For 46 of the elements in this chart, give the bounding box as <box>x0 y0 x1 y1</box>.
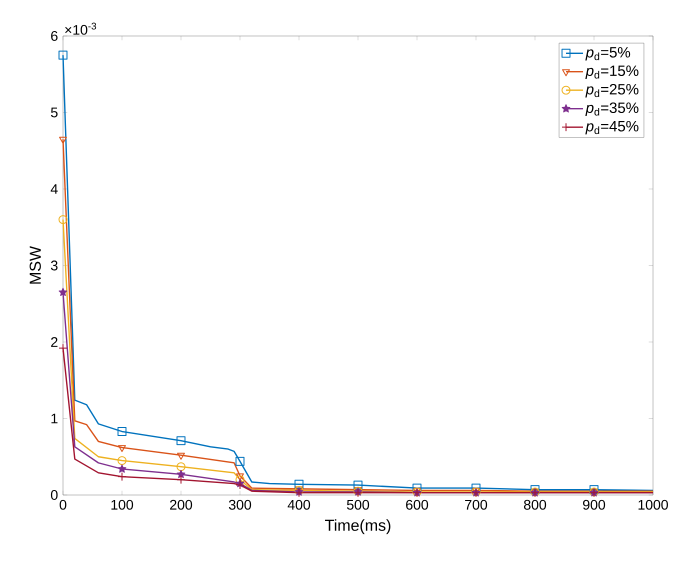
legend-label: p$_{d}$=5% <box>585 47 630 61</box>
point <box>118 464 126 473</box>
x-tick-label: 0 <box>60 500 66 510</box>
point <box>59 136 67 144</box>
x-tick-label: 400 <box>288 500 310 510</box>
point <box>58 215 68 224</box>
legend-label: p$_{d}$=25% <box>585 84 638 98</box>
point <box>118 445 126 452</box>
y-tick-label: 4 <box>50 184 58 194</box>
point <box>58 288 68 296</box>
y-tick-label: 2 <box>51 337 58 347</box>
x-tick-label: 700 <box>465 500 488 510</box>
y-tick-label: 1 <box>51 414 58 424</box>
point <box>176 436 186 446</box>
y-tick-label: 5 <box>50 108 58 118</box>
x-tick-label: 500 <box>346 500 370 510</box>
x-tick-label: 900 <box>583 500 606 510</box>
point <box>236 480 244 490</box>
y-tick-label: 6 <box>51 31 58 41</box>
point <box>176 475 186 484</box>
x-tick-label: 600 <box>406 500 428 510</box>
point <box>58 50 68 60</box>
legend-label: p$_{d}$=45% <box>585 120 638 134</box>
point <box>176 470 186 478</box>
y-tick-label: 0 <box>50 490 58 500</box>
point <box>58 344 68 353</box>
x-tick-label: 1000 <box>638 500 668 510</box>
point <box>176 462 186 472</box>
point <box>177 452 185 460</box>
legend-label: p$_{d}$=35% <box>585 102 638 116</box>
x-tick-label: 200 <box>170 500 192 510</box>
point <box>294 480 304 489</box>
point <box>118 472 126 482</box>
point <box>118 456 126 466</box>
point <box>236 473 244 480</box>
x-tick-label: 800 <box>524 500 546 510</box>
y-axis-title: MSW <box>30 246 41 284</box>
point <box>354 480 362 490</box>
y-tick-label: 3 <box>50 260 58 270</box>
x-tick-label: 100 <box>111 500 134 510</box>
text: ×10$^{-3}$ <box>65 22 96 35</box>
legend-label: p$_{d}$=15% <box>585 66 638 79</box>
point <box>118 427 126 436</box>
point <box>236 456 244 466</box>
x-tick-label: 300 <box>228 500 252 510</box>
x-axis-title: Time(ms) <box>325 519 390 534</box>
